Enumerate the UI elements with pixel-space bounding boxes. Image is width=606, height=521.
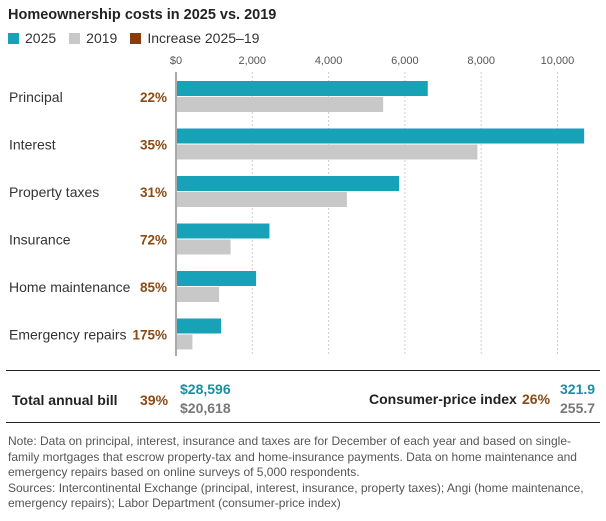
- total-2025-value: $28,596: [180, 381, 231, 397]
- legend-label-2019: 2019: [86, 30, 118, 46]
- chart-title: Homeownership costs in 2025 vs. 2019: [8, 7, 277, 23]
- legend-label-increase: Increase 2025–19: [147, 30, 260, 46]
- total-increase: 39%: [140, 392, 169, 408]
- x-tick-label: 2,000: [239, 55, 267, 67]
- cpi-increase: 26%: [522, 391, 551, 407]
- bar-2019: [177, 192, 347, 207]
- legend-swatch-2025: [8, 32, 19, 44]
- x-tick-label: 10,000: [541, 55, 575, 67]
- category-label: Home maintenance: [9, 279, 131, 295]
- bar-2025: [177, 318, 222, 334]
- category-label: Interest: [9, 137, 56, 153]
- sources-text: Sources: Intercontinental Exchange (prin…: [8, 480, 584, 511]
- category-label: Insurance: [9, 232, 71, 248]
- legend-swatch-2019: [69, 32, 81, 44]
- divider-bottom: [6, 422, 600, 423]
- increase-label: 35%: [140, 138, 167, 153]
- bar-2019: [177, 239, 231, 255]
- bar-2019: [177, 144, 478, 160]
- cpi-label: Consumer-price index: [369, 391, 517, 407]
- total-label: Total annual bill: [12, 392, 118, 408]
- bar-2025: [177, 81, 428, 96]
- category-label: Emergency repairs: [9, 327, 127, 343]
- legend-item-increase: Increase 2025–19: [130, 30, 259, 46]
- increase-label: 31%: [140, 185, 167, 200]
- footnote: Note: Data on principal, interest, insur…: [8, 434, 600, 512]
- bar-chart: $0 2,000 4,000 6,000 8,000 10,000 Principal 22%…: [9, 55, 585, 356]
- bar-2025: [177, 223, 270, 239]
- legend-swatch-increase: [130, 32, 142, 44]
- bar-2019: [177, 287, 220, 302]
- legend-item-2019: 2019: [69, 30, 117, 46]
- bar-2019: [177, 97, 384, 112]
- total-2019-value: $20,618: [180, 400, 231, 416]
- x-tick-label: 4,000: [315, 55, 343, 67]
- note-text: Note: Data on principal, interest, insur…: [8, 434, 577, 479]
- x-tick-label: 8,000: [467, 55, 495, 67]
- category-label: Property taxes: [9, 184, 99, 200]
- x-tick-label: 6,000: [391, 55, 419, 67]
- cpi-2025-value: 321.9: [560, 381, 596, 397]
- bar-2025: [177, 176, 400, 191]
- increase-label: 72%: [140, 233, 167, 248]
- divider-top: [6, 370, 600, 371]
- legend-item-2025: 2025: [8, 30, 56, 46]
- cpi-2019-value: 255.7: [560, 400, 596, 416]
- increase-label: 85%: [140, 280, 167, 295]
- increase-label: 175%: [132, 328, 167, 343]
- legend-label-2025: 2025: [25, 30, 57, 46]
- category-label: Principal: [9, 89, 63, 105]
- bar-2025: [177, 128, 585, 144]
- x-tick-label: $0: [170, 55, 182, 67]
- bar-2025: [177, 271, 257, 286]
- legend: 2025 2019 Increase 2025–19: [8, 30, 272, 46]
- bar-2019: [177, 334, 193, 350]
- increase-label: 22%: [140, 90, 167, 105]
